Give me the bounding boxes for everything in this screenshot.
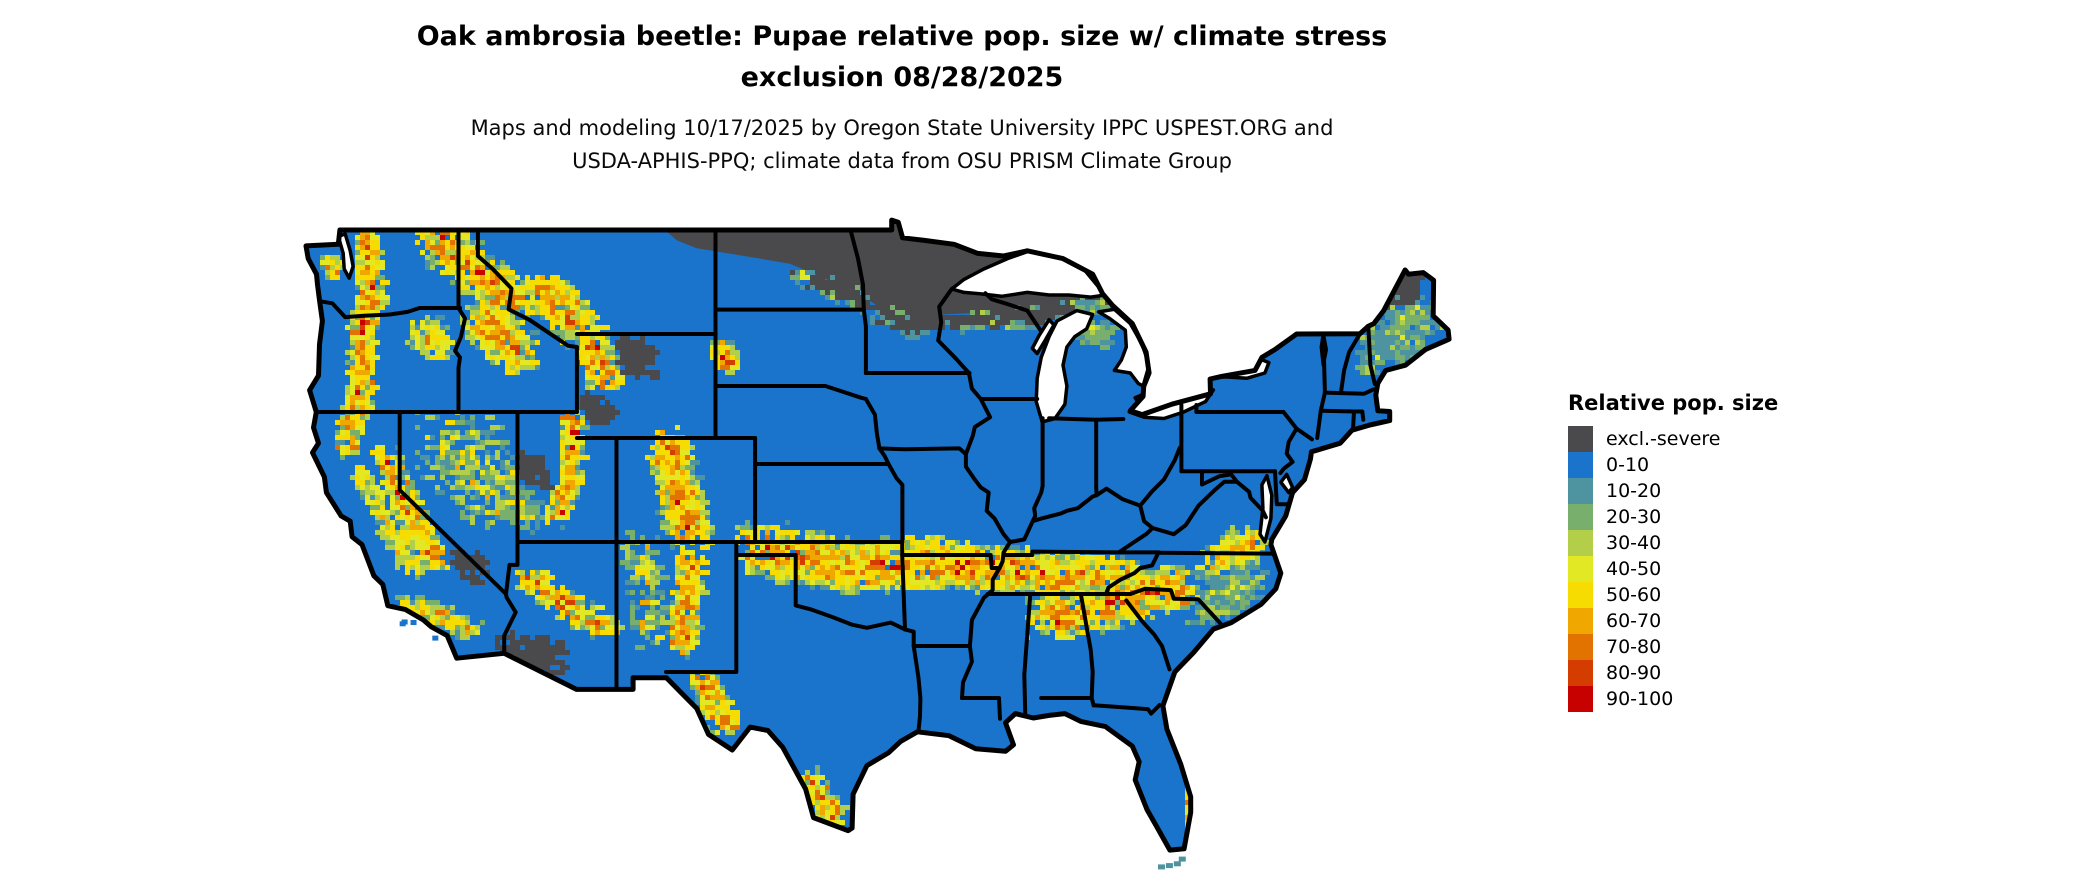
- legend-row-p90: 90-100: [1568, 686, 1778, 712]
- legend-swatch-p80: [1568, 660, 1593, 686]
- map-subtitle: Maps and modeling 10/17/2025 by Oregon S…: [237, 112, 1567, 178]
- state-borders: [314, 228, 1377, 734]
- legend-label-p60: 60-70: [1606, 610, 1662, 632]
- legend-swatch-p10: [1568, 478, 1593, 504]
- legend-row-p10: 10-20: [1568, 478, 1778, 504]
- title-block: Oak ambrosia beetle: Pupae relative pop.…: [237, 16, 1567, 178]
- legend-label-p30: 30-40: [1606, 532, 1662, 554]
- legend-label-p90: 90-100: [1606, 688, 1674, 710]
- national-outline: [303, 217, 1452, 853]
- heat-speckle-layer: [320, 220, 1450, 835]
- legend-swatch-p90: [1568, 686, 1593, 712]
- map-title-line1: Oak ambrosia beetle: Pupae relative pop.…: [416, 21, 1388, 52]
- legend-swatch-excl: [1568, 426, 1593, 452]
- legend: Relative pop. size excl.-severe 0-10 10-20…: [1568, 391, 1778, 712]
- legend-items: excl.-severe 0-10 10-20 20-30 30-40 40-50 50-6…: [1568, 426, 1778, 712]
- legend-row-p70: 70-80: [1568, 634, 1778, 660]
- legend-row-p80: 80-90: [1568, 660, 1778, 686]
- legend-label-p10: 10-20: [1606, 480, 1662, 502]
- legend-row-p30: 30-40: [1568, 530, 1778, 556]
- legend-label-p70: 70-80: [1606, 636, 1662, 658]
- legend-label-p20: 20-30: [1606, 506, 1662, 528]
- legend-swatch-p20: [1568, 504, 1593, 530]
- map-subtitle-line1: Maps and modeling 10/17/2025 by Oregon S…: [470, 116, 1334, 140]
- legend-swatch-p30: [1568, 530, 1593, 556]
- legend-label-p50: 50-60: [1606, 584, 1662, 606]
- legend-swatch-p70: [1568, 634, 1593, 660]
- legend-label-p80: 80-90: [1606, 662, 1662, 684]
- legend-row-excl: excl.-severe: [1568, 426, 1778, 452]
- map-title-line2: exclusion 08/28/2025: [740, 62, 1064, 93]
- map-subtitle-line2: USDA-APHIS-PPQ; climate data from OSU PR…: [572, 149, 1232, 173]
- legend-swatch-p60: [1568, 608, 1593, 634]
- legend-row-p60: 60-70: [1568, 608, 1778, 634]
- legend-swatch-p0: [1568, 452, 1593, 478]
- legend-label-p40: 40-50: [1606, 558, 1662, 580]
- legend-row-p40: 40-50: [1568, 556, 1778, 582]
- legend-row-p50: 50-60: [1568, 582, 1778, 608]
- legend-label-p0: 0-10: [1606, 454, 1650, 476]
- legend-title: Relative pop. size: [1568, 391, 1779, 415]
- legend-row-p20: 20-30: [1568, 504, 1778, 530]
- legend-row-p0: 0-10: [1568, 452, 1778, 478]
- legend-swatch-p40: [1568, 556, 1593, 582]
- legend-swatch-p50: [1568, 582, 1593, 608]
- legend-label-excl: excl.-severe: [1606, 428, 1721, 450]
